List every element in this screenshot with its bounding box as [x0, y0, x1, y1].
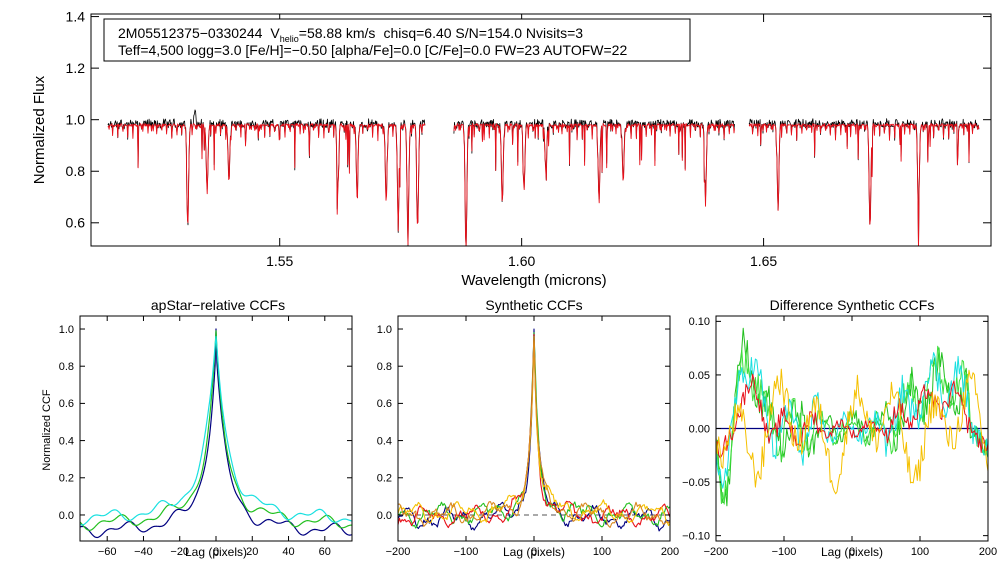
y-tick-label: 0.8 [377, 361, 392, 373]
spectrum-xlabel: Wavelength (microns) [461, 272, 606, 289]
y-tick-label: 0.2 [377, 473, 392, 485]
x-tick-label: 100 [593, 546, 611, 558]
apstar-ccf-plot-area [79, 328, 353, 539]
apstar-ccf-navy-line [79, 328, 353, 539]
y-tick-label: 1.0 [377, 324, 392, 336]
spectrum-frame [90, 13, 992, 247]
x-tick-label: −100 [454, 546, 479, 558]
annotation-box [103, 18, 691, 62]
model-spectrum-line [748, 123, 980, 246]
y-tick-label: 0.6 [66, 215, 86, 231]
spectrum-annotation: 2M05512375−0330244 Vhelio=58.88 km/s chisq… [103, 18, 691, 62]
apstar-ccf-panel: apStar−relative CCFs −60 −40 −20 0 20 40 60 0.0… [41, 297, 353, 559]
y-tick-label: 0.10 [689, 316, 710, 328]
y-tick-label: 0.4 [377, 435, 392, 447]
y-tick-label: 1.4 [66, 8, 86, 24]
x-tick-label: −40 [134, 546, 153, 558]
x-tick-label: 40 [282, 546, 294, 558]
y-tick-label: 0.0 [59, 510, 74, 522]
fit-stats: chisq=6.40 S/N=154.0 Nvisits=3 [383, 25, 583, 41]
y-tick-label: 0.4 [59, 435, 74, 447]
difference-ccf-lime-line [716, 345, 988, 505]
x-tick-label: 200 [979, 546, 997, 558]
y-tick-label: −0.05 [682, 477, 710, 489]
apstar-ccf-title: apStar−relative CCFs [151, 297, 285, 313]
synthetic-ccf-title: Synthetic CCFs [485, 297, 582, 313]
x-tick-label: 0 [531, 546, 537, 558]
spectrum-panel: 1.55 1.60 1.65 0.6 0.8 1.0 1.2 1.4 Wavelength (… [31, 8, 992, 289]
synthetic-ccf-plot-area [397, 328, 671, 532]
observed-spectrum-line [107, 109, 426, 246]
velocity-value: =58.88 km/s [299, 25, 376, 41]
y-tick-label: 0.00 [689, 423, 710, 435]
model-spectrum-line [453, 123, 735, 246]
spectrum-plot-area [107, 109, 980, 246]
difference-ccf-yellow-line [716, 368, 988, 495]
difference-ccf-ticks: −200 −100 0 100 200 −0.10 −0.05 0.00 0.05 0.10 [682, 316, 997, 558]
synthetic-ccf-panel: Synthetic CCFs −200 −100 0 100 200 0.0 0.2 0.4 0… [377, 297, 679, 559]
difference-ccf-title: Difference Synthetic CCFs [770, 297, 935, 313]
synthetic-ccf-green-line [397, 332, 671, 529]
y-tick-label: 0.8 [59, 361, 74, 373]
velocity-subscript: helio [280, 34, 299, 44]
x-tick-label: 1.65 [750, 253, 777, 269]
y-tick-label: 0.6 [377, 398, 392, 410]
x-tick-label: 0 [849, 546, 855, 558]
observed-spectrum-line [748, 118, 980, 246]
y-tick-label: 0.6 [59, 398, 74, 410]
synthetic-ccf-orange-line [397, 335, 671, 528]
apstar-ccf-ticks: −60 −40 −20 0 20 40 60 0.0 0.2 0.4 0.6 0.8 1.0 [59, 316, 352, 558]
annotation-line-1: 2M05512375−0330244 Vhelio=58.88 km/s chisq… [118, 25, 583, 44]
difference-ccf-plot-area [716, 327, 988, 507]
spectrum-ticks: 1.55 1.60 1.65 0.6 0.8 1.0 1.2 1.4 [66, 8, 991, 269]
y-tick-label: 0.0 [377, 510, 392, 522]
apstar-ccf-ylabel: Normalized CCF [41, 389, 53, 471]
x-tick-label: 1.60 [508, 253, 535, 269]
x-tick-label: 1.55 [266, 253, 293, 269]
y-tick-label: 1.2 [66, 60, 86, 76]
x-tick-label: −200 [704, 546, 729, 558]
x-tick-label: −20 [170, 546, 189, 558]
synthetic-ccf-red-line [397, 334, 671, 529]
model-spectrum-line [107, 123, 426, 246]
annotation-line-2: Teff=4,500 logg=3.0 [Fe/H]=−0.50 [alpha/… [118, 42, 627, 58]
x-tick-label: −200 [386, 546, 411, 558]
apstar-ccf-cyan-line [79, 335, 353, 526]
spectrum-series [107, 109, 980, 246]
spectrum-ylabel: Normalized Flux [31, 75, 48, 184]
synthetic-ccf-xlabel: Lag (pixels) [503, 545, 565, 559]
y-tick-label: 0.05 [689, 370, 710, 382]
star-id: 2M05512375−0330244 [118, 25, 263, 41]
velocity-label: V [270, 25, 280, 41]
x-tick-label: 200 [661, 546, 679, 558]
x-tick-label: −100 [772, 546, 797, 558]
difference-ccf-red-line [716, 373, 988, 459]
x-tick-label: 60 [319, 546, 331, 558]
difference-ccf-series [716, 327, 988, 507]
synthetic-ccf-ticks: −200 −100 0 100 200 0.0 0.2 0.4 0.6 0.8 1.0 [377, 316, 679, 558]
x-tick-label: 20 [246, 546, 258, 558]
synthetic-ccf-yellow-line [397, 339, 671, 527]
y-tick-label: 1.0 [66, 112, 86, 128]
difference-ccf-panel: Difference Synthetic CCFs −200 −100 0 100 20… [682, 297, 997, 559]
x-tick-label: 0 [213, 546, 219, 558]
y-tick-label: 0.8 [66, 163, 86, 179]
y-tick-label: 1.0 [59, 324, 74, 336]
y-tick-label: 0.2 [59, 473, 74, 485]
difference-ccf-xlabel: Lag (pixels) [821, 545, 883, 559]
x-tick-label: −60 [98, 546, 117, 558]
apstar-ccf-green-line [79, 330, 352, 531]
apstar-ccf-xlabel: Lag (pixels) [185, 545, 247, 559]
y-tick-label: −0.10 [682, 530, 710, 542]
x-tick-label: 100 [911, 546, 929, 558]
